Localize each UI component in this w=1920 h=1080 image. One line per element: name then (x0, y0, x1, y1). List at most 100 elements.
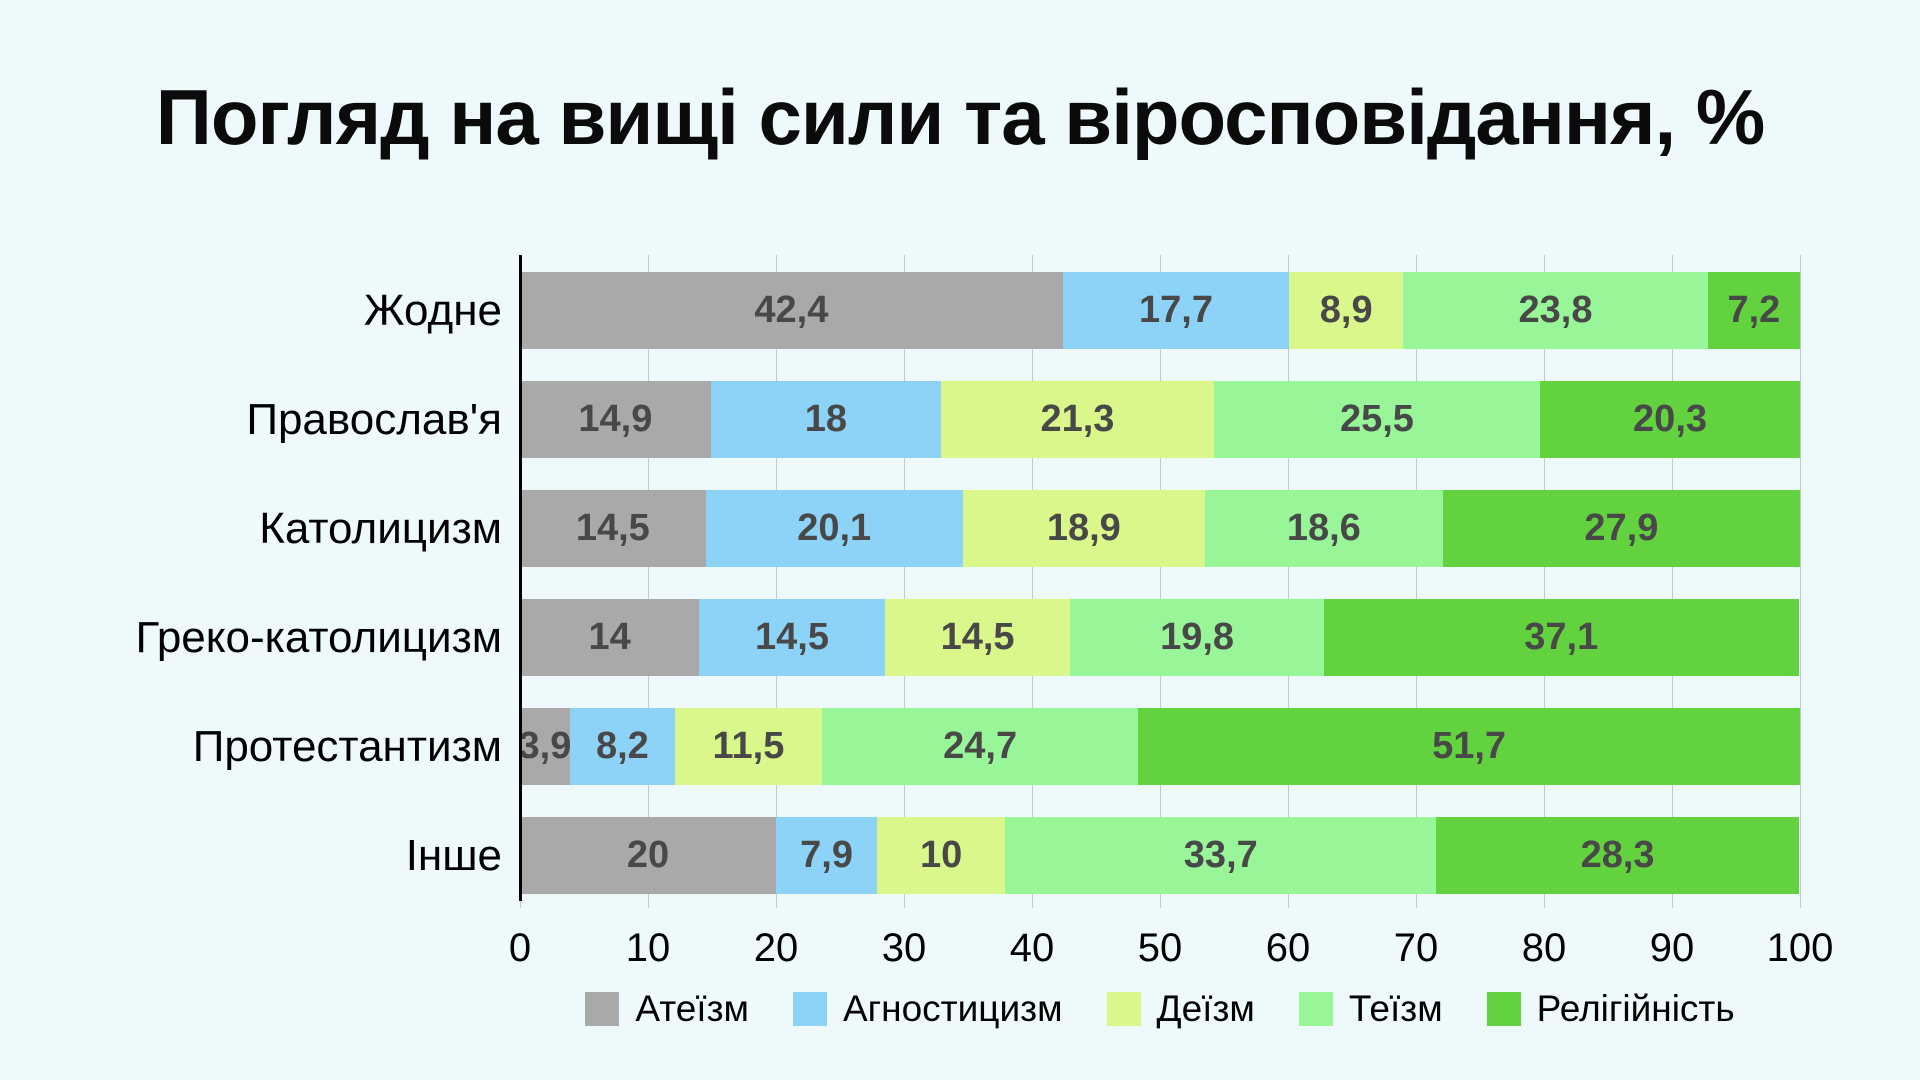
x-tick-label-10: 10 (625, 926, 671, 970)
gridline-70 (1416, 255, 1417, 908)
bar-segment: 14,5 (520, 490, 706, 567)
segment-value-label: 3,9 (518, 725, 572, 767)
segment-value-label: 24,7 (943, 725, 1018, 767)
x-tick-label-20: 20 (753, 926, 799, 970)
segment-value-label: 18 (804, 398, 848, 440)
bar-segment: 28,3 (1436, 817, 1799, 894)
bar-segment: 10 (877, 817, 1006, 894)
legend-item: Атеїзм (585, 988, 749, 1030)
gridline-60 (1288, 255, 1289, 908)
legend-swatch-icon (585, 992, 620, 1026)
legend-label: Атеїзм (635, 988, 749, 1029)
x-tick-label-100: 100 (1766, 926, 1834, 970)
bar-segment: 20,3 (1540, 381, 1800, 458)
segment-value-label: 27,9 (1584, 507, 1659, 549)
category-label: Греко-католицизм (135, 612, 502, 662)
segment-value-label: 17,7 (1139, 289, 1213, 331)
bar-segment: 23,8 (1403, 272, 1708, 349)
segment-value-label: 51,7 (1432, 725, 1507, 767)
x-tick-label-0: 0 (508, 926, 532, 970)
segment-value-label: 14,9 (578, 398, 653, 440)
bar-row-1: 42,4 17,7 8,9 23,8 7,2 (520, 272, 1800, 349)
bar-segment: 19,8 (1070, 599, 1324, 676)
bar-segment: 14 (520, 599, 700, 676)
bar-segment: 24,7 (822, 708, 1139, 785)
gridline-80 (1544, 255, 1545, 908)
bar-segment: 27,9 (1442, 490, 1800, 567)
bar-segment: 14,5 (884, 599, 1071, 676)
segment-value-label: 14,5 (575, 507, 650, 549)
category-label: Католицизм (259, 503, 502, 553)
category-label: Протестантизм (192, 721, 502, 771)
bar-segment: 11,5 (674, 708, 823, 785)
legend: Атеїзм Агностицизм Деїзм Теїзм Релігійність (520, 988, 1800, 1030)
bar-segment: 7,9 (776, 817, 878, 894)
bar-row-5: 3,9 8,2 11,5 24,7 51,7 (518, 708, 1800, 785)
legend-label: Агностицизм (842, 988, 1063, 1029)
segment-value-label: 25,5 (1339, 398, 1414, 440)
legend-swatch-icon (1298, 992, 1333, 1026)
segment-value-label: 7,9 (800, 834, 853, 876)
segment-value-label: 18,9 (1046, 507, 1121, 549)
bar-segment: 20,1 (705, 490, 963, 567)
bar-segment: 18,6 (1204, 490, 1443, 567)
category-label: Інше (405, 830, 502, 880)
segment-value-label: 14,5 (940, 616, 1015, 658)
legend-swatch-icon (1106, 992, 1141, 1026)
segment-value-label: 18,6 (1286, 507, 1361, 549)
legend-item: Релігійність (1486, 988, 1735, 1030)
category-label: Православ'я (246, 394, 502, 444)
y-axis-line (519, 255, 522, 901)
bar-segment: 14,5 (699, 599, 885, 676)
legend-swatch-icon (1486, 992, 1521, 1026)
segment-value-label: 20 (626, 834, 670, 876)
legend-item: Деїзм (1106, 988, 1255, 1030)
segment-value-label: 33,7 (1183, 834, 1258, 876)
x-tick-label-60: 60 (1265, 926, 1311, 970)
x-tick-label-50: 50 (1137, 926, 1183, 970)
bar-segment: 18,9 (962, 490, 1205, 567)
segment-value-label: 42,4 (754, 289, 829, 331)
segment-value-label: 7,2 (1727, 289, 1781, 331)
gridline-30 (904, 255, 905, 908)
x-tick-label-30: 30 (881, 926, 927, 970)
bar-segment: 25,5 (1213, 381, 1541, 458)
bar-segment: 42,4 (520, 272, 1063, 349)
x-tick-label-70: 70 (1393, 926, 1439, 970)
segment-value-label: 10 (919, 834, 963, 876)
legend-label: Релігійність (1536, 988, 1735, 1029)
x-tick-label-40: 40 (1009, 926, 1055, 970)
segment-value-label: 28,3 (1580, 834, 1655, 876)
gridline-10 (648, 255, 649, 908)
gridline-90 (1672, 255, 1673, 908)
bar-segment: 20 (520, 817, 776, 894)
segment-value-label: 23,8 (1518, 289, 1593, 331)
segment-value-label: 11,5 (712, 725, 785, 767)
bar-segment: 3,9 (518, 708, 572, 785)
segment-value-label: 14 (588, 616, 631, 658)
bar-segment: 7,2 (1707, 272, 1800, 349)
category-label: Жодне (363, 285, 502, 335)
gridline-20 (776, 255, 777, 908)
legend-label: Теїзм (1348, 988, 1443, 1029)
bar-row-3: 14,5 20,1 18,9 18,6 27,9 (520, 490, 1800, 567)
bar-segment: 17,7 (1062, 272, 1290, 349)
bar-segment: 8,9 (1289, 272, 1404, 349)
x-tick-label-90: 90 (1649, 926, 1695, 970)
chart-title: Погляд на вищі сили та віросповідання, % (155, 73, 1765, 161)
legend-item: Агностицизм (792, 988, 1063, 1030)
segment-value-label: 20,1 (797, 507, 872, 549)
legend-swatch-icon (792, 992, 827, 1026)
segment-value-label: 20,3 (1633, 398, 1708, 440)
segment-value-label: 21,3 (1040, 398, 1115, 440)
bar-row-4: 14 14,5 14,5 19,8 37,1 (520, 599, 1800, 676)
gridline-100 (1800, 255, 1801, 908)
segment-value-label: 37,1 (1524, 616, 1599, 658)
segment-value-label: 14,5 (755, 616, 829, 658)
legend-item: Теїзм (1298, 988, 1443, 1030)
bar-row-2: 14,9 18 21,3 25,5 20,3 (520, 381, 1800, 458)
bar-segment: 14,9 (520, 381, 711, 458)
gridline-40 (1032, 255, 1033, 908)
gridline-50 (1160, 255, 1161, 908)
